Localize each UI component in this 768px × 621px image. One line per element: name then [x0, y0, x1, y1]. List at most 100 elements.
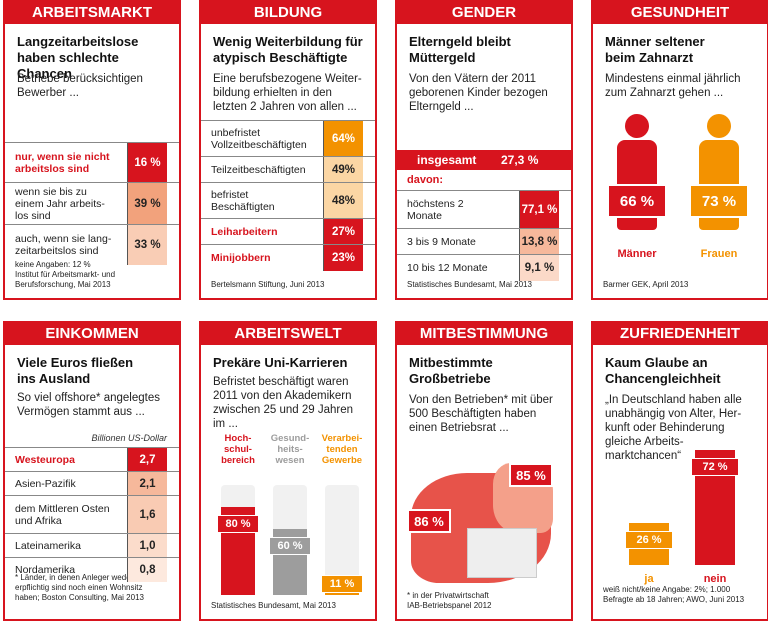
panel-title: Langzeitarbeitslose haben schlechte Chan… [17, 34, 139, 81]
panel-header: ZUFRIEDENHEIT [593, 323, 767, 345]
source-note: * in der Privatwirtschaft IAB-Betriebspa… [407, 591, 492, 610]
row-label: Teilzeitbeschäftigten [211, 164, 306, 176]
figure-value: 66 % [607, 184, 667, 218]
source-note: Barmer GEK, April 2013 [603, 280, 689, 289]
figure-head [625, 114, 649, 138]
row-value: 49% [323, 157, 363, 183]
panel-intro: Mindestens einmal jährlich zum Zahnarzt … [605, 73, 741, 99]
figure-head [707, 114, 731, 138]
source-note: weiß nicht/keine Angabe: 2%; 1.000 Befra… [603, 585, 745, 604]
panel: GENDER Elterngeld bleibt Müttergeld Von de… [395, 0, 573, 300]
table-row: Lateinamerika 1,0 [5, 533, 179, 558]
table-row: Teilzeitbeschäftigten 49% [201, 156, 375, 183]
bar-value: 72 % [691, 457, 739, 476]
row-label: unbefristet Vollzeitbeschäftigten [211, 127, 307, 151]
panel: ZUFRIEDENHEIT Kaum Glaube an Chancengleic… [591, 321, 768, 621]
row-label: Nordamerika [15, 564, 76, 576]
panel: ARBEITSWELT Prekäre Uni-Karrieren Befriste… [199, 321, 377, 621]
panel: BILDUNG Wenig Weiterbildung für atypisch … [199, 0, 377, 300]
row-value: 77,1 % [519, 191, 559, 229]
row-label: Minijobbern [211, 252, 271, 264]
table-row: höchstens 2 Monate 77,1 % [397, 190, 571, 229]
row-value: 23% [323, 245, 363, 271]
panel-intro: Befristet beschäftigt waren 2011 von den… [213, 376, 354, 430]
table-row: 10 bis 12 Monate 9,1 % [397, 254, 571, 281]
table-row: unbefristet Vollzeitbeschäftigten 64% [201, 120, 375, 157]
row-value: 48% [323, 183, 363, 219]
map-label: 86 % [407, 509, 451, 533]
total-label: insgesamt [417, 153, 477, 167]
source-note: Statistisches Bundesamt, Mai 2013 [407, 280, 532, 289]
row-label: befristet Beschäftigten [211, 189, 275, 213]
row-value: 9,1 % [519, 255, 559, 281]
panel-header: GESUNDHEIT [593, 2, 767, 24]
panel-intro: Von den Betrieben* mit über 500 Beschäft… [409, 394, 553, 434]
source-note: * Länder, in denen Anleger weder steu- e… [15, 573, 153, 602]
panel-title: Prekäre Uni-Karrieren [213, 355, 348, 370]
panel: EINKOMMEN Viele Euros fließen ins Ausland… [3, 321, 181, 621]
panel-title: Kaum Glaube an Chancengleichheit [605, 355, 721, 386]
panel-header: BILDUNG [201, 2, 375, 24]
row-label: Asien-Pazifik [15, 478, 76, 490]
row-label: Lateinamerika [15, 540, 81, 552]
map-buildings [467, 528, 537, 578]
row-value: 1,6 [127, 496, 167, 534]
bar-value: 11 % [321, 575, 363, 593]
panel-intro: „In Deutschland haben alle unabhängig vo… [605, 394, 742, 462]
panel-title: Mitbestimmte Großbetriebe [409, 355, 493, 386]
map-label: 85 % [509, 463, 553, 487]
table-row: auch, wenn sie lang- zeitarbeitslos sind… [5, 224, 179, 265]
figure-label: Frauen [700, 248, 738, 260]
table-row: dem Mittleren Osten und Afrika 1,6 [5, 495, 179, 534]
panel-intro: Eine berufsbezogene Weiter- bildung erhi… [213, 73, 362, 113]
source-note: Statistisches Bundesamt, Mai 2013 [211, 601, 336, 610]
source-note: Bertelsmann Stiftung, Juni 2013 [211, 280, 325, 289]
bar-category: ja [644, 573, 654, 585]
bar-value: 80 % [217, 515, 259, 533]
row-value: 2,1 [127, 472, 167, 496]
table-row: 3 bis 9 Monate 13,8 % [397, 228, 571, 255]
row-value: 39 % [127, 183, 167, 225]
table-row: Nordamerika 0,8 [5, 557, 179, 582]
bar-category: Verarbei- tenden Gewerbe [321, 433, 363, 466]
table-row: Westeuropa 2,7 [5, 447, 179, 472]
row-value: 2,7 [127, 448, 167, 472]
row-label: 3 bis 9 Monate [407, 236, 476, 248]
table-row: Leiharbeitern 27% [201, 218, 375, 245]
row-value: 1,0 [127, 534, 167, 558]
table-row: wenn sie bis zu einem Jahr arbeits- los … [5, 182, 179, 225]
bar-value: 26 % [625, 531, 673, 550]
row-value: 0,8 [127, 558, 167, 582]
row-label: Leiharbeitern [211, 226, 278, 238]
row-label: auch, wenn sie lang- zeitarbeitslos sind [15, 233, 112, 257]
panel-header: MITBESTIMMUNG [397, 323, 571, 345]
total-row: insgesamt 27,3 % [397, 150, 571, 170]
panel-header: ARBEITSMARKT [5, 2, 179, 24]
panel-intro: So viel offshore* angelegtes Vermögen st… [17, 392, 160, 418]
panel-header: EINKOMMEN [5, 323, 179, 345]
panel: GESUNDHEIT Männer seltener beim Zahnarzt M… [591, 0, 768, 300]
bar-value: 60 % [269, 537, 311, 555]
figure-label: Männer [617, 248, 657, 260]
panel-header: GENDER [397, 2, 571, 24]
panel-header: ARBEITSWELT [201, 323, 375, 345]
unit-label: Billionen US-Dollar [91, 433, 167, 443]
bar-category: Hoch- schul- bereich [221, 433, 255, 466]
figure-value: 73 % [689, 184, 749, 218]
table-row: nur, wenn sie nicht arbeitslos sind 16 % [5, 142, 179, 183]
row-value: 33 % [127, 225, 167, 265]
panel-intro: Von den Vätern der 2011 geborenen Kinder… [409, 73, 548, 113]
panel-title: Wenig Weiterbildung für atypisch Beschäf… [213, 34, 363, 65]
panel-title: Viele Euros fließen ins Ausland [17, 355, 134, 386]
panel: MITBESTIMMUNG Mitbestimmte Großbetriebe Vo… [395, 321, 573, 621]
subhead: davon: [407, 174, 444, 186]
row-label: dem Mittleren Osten und Afrika [15, 503, 110, 527]
row-label: Westeuropa [15, 454, 75, 466]
panel-intro: Betriebe berücksichtigen Bewerber ... [17, 73, 143, 99]
row-label: 10 bis 12 Monate [407, 262, 488, 274]
row-value: 27% [323, 219, 363, 245]
row-label: höchstens 2 Monate [407, 198, 464, 222]
table-row: Minijobbern 23% [201, 244, 375, 271]
row-label: wenn sie bis zu einem Jahr arbeits- los … [15, 186, 105, 222]
